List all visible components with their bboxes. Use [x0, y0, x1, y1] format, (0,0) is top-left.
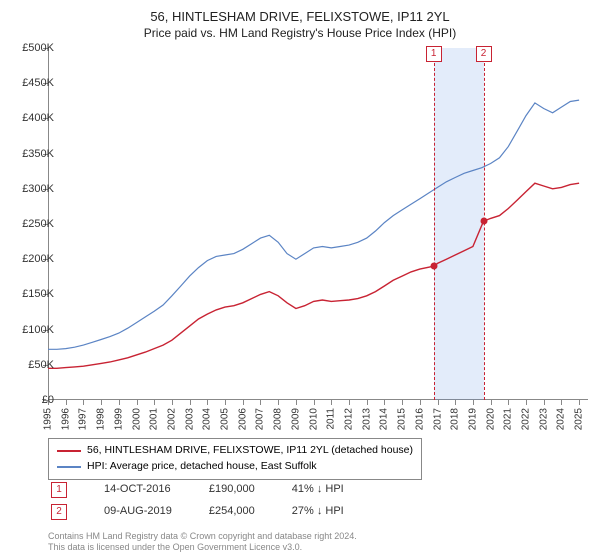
x-axis-tick-label: 1998: [96, 408, 107, 430]
x-axis-tick-label: 2003: [184, 408, 195, 430]
y-axis-tick-label: £50K: [28, 359, 54, 371]
y-axis-tick-label: £0: [42, 394, 54, 406]
x-axis-tick-label: 1996: [60, 408, 71, 430]
x-axis-tick-label: 2022: [521, 408, 532, 430]
x-axis-tick-label: 2000: [131, 408, 142, 430]
y-axis-tick-label: £450K: [22, 77, 54, 89]
events-table-row: 1 14-OCT-2016 £190,000 41% ↓ HPI: [50, 480, 378, 500]
x-axis-tick-label: 2009: [290, 408, 301, 430]
event-price: £190,000: [208, 480, 289, 500]
series-line-hpi: [48, 100, 579, 349]
x-axis-tick-label: 2021: [503, 408, 514, 430]
legend-item: 56, HINTLESHAM DRIVE, FELIXSTOWE, IP11 2…: [57, 443, 413, 459]
y-axis-tick-label: £250K: [22, 218, 54, 230]
event-number-box: 1: [51, 482, 67, 498]
x-axis-tick-label: 2016: [414, 408, 425, 430]
event-vertical-line: [434, 48, 435, 400]
legend-swatch: [57, 466, 81, 468]
x-axis-tick-label: 2020: [485, 408, 496, 430]
x-axis-tick-label: 2010: [308, 408, 319, 430]
event-number-box: 2: [51, 504, 67, 520]
x-axis-tick-label: 2024: [556, 408, 567, 430]
event-number-marker: 1: [426, 46, 442, 62]
x-axis-tick-label: 2006: [237, 408, 248, 430]
x-axis-tick-label: 2017: [432, 408, 443, 430]
x-axis-tick-label: 2018: [450, 408, 461, 430]
y-axis-tick-label: £300K: [22, 183, 54, 195]
event-delta: 41% ↓ HPI: [291, 480, 378, 500]
y-axis-tick-label: £150K: [22, 288, 54, 300]
event-price: £254,000: [208, 502, 289, 522]
x-axis-tick-label: 2011: [326, 408, 337, 430]
legend-item: HPI: Average price, detached house, East…: [57, 459, 413, 475]
line-series-svg: [48, 48, 588, 400]
x-axis-tick-label: 2001: [149, 408, 160, 430]
x-axis-tick-label: 1999: [113, 408, 124, 430]
x-axis-tick-label: 2023: [538, 408, 549, 430]
event-date: 09-AUG-2019: [103, 502, 206, 522]
y-axis-tick-label: £200K: [22, 253, 54, 265]
x-axis-tick-label: 2012: [343, 408, 354, 430]
y-axis-tick-label: £350K: [22, 148, 54, 160]
events-table-row: 2 09-AUG-2019 £254,000 27% ↓ HPI: [50, 502, 378, 522]
footer-attribution: Contains HM Land Registry data © Crown c…: [48, 531, 357, 554]
x-axis-tick-label: 2007: [255, 408, 266, 430]
x-axis-tick-label: 2013: [361, 408, 372, 430]
x-axis-tick-label: 2025: [574, 408, 585, 430]
x-axis-tick-label: 2014: [379, 408, 390, 430]
event-date: 14-OCT-2016: [103, 480, 206, 500]
x-axis-tick-label: 2008: [273, 408, 284, 430]
y-axis-tick-label: £400K: [22, 112, 54, 124]
legend-swatch: [57, 450, 81, 452]
chart-subtitle: Price paid vs. HM Land Registry's House …: [0, 26, 600, 44]
legend-box: 56, HINTLESHAM DRIVE, FELIXSTOWE, IP11 2…: [48, 438, 422, 480]
legend-label: 56, HINTLESHAM DRIVE, FELIXSTOWE, IP11 2…: [87, 443, 413, 459]
footer-line: This data is licensed under the Open Gov…: [48, 542, 357, 554]
x-axis-tick-label: 2002: [166, 408, 177, 430]
legend-label: HPI: Average price, detached house, East…: [87, 459, 317, 475]
chart-title: 56, HINTLESHAM DRIVE, FELIXSTOWE, IP11 2…: [0, 0, 600, 26]
x-axis-tick-label: 2004: [202, 408, 213, 430]
event-delta: 27% ↓ HPI: [291, 502, 378, 522]
event-point-marker: [430, 263, 437, 270]
event-number-marker: 2: [476, 46, 492, 62]
chart-plot-area: 12: [48, 48, 588, 400]
x-axis-tick-label: 1995: [43, 408, 54, 430]
series-line-property: [48, 183, 579, 368]
footer-line: Contains HM Land Registry data © Crown c…: [48, 531, 357, 543]
events-table: 1 14-OCT-2016 £190,000 41% ↓ HPI 2 09-AU…: [48, 478, 380, 523]
x-axis-tick-label: 2005: [220, 408, 231, 430]
x-axis-tick-label: 2015: [397, 408, 408, 430]
y-axis-tick-label: £500K: [22, 42, 54, 54]
x-axis-tick-label: 1997: [78, 408, 89, 430]
event-point-marker: [480, 218, 487, 225]
x-axis-tick-label: 2019: [467, 408, 478, 430]
y-axis-tick-label: £100K: [22, 324, 54, 336]
chart-container: 56, HINTLESHAM DRIVE, FELIXSTOWE, IP11 2…: [0, 0, 600, 560]
